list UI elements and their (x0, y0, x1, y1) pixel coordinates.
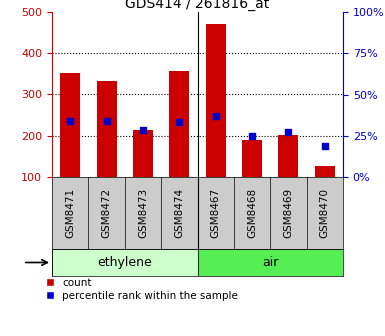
Text: GSM8467: GSM8467 (211, 188, 221, 238)
Text: GSM8472: GSM8472 (102, 188, 112, 238)
Point (322, 143, 328, 149)
Text: GSM8473: GSM8473 (138, 188, 148, 238)
Text: air: air (262, 256, 278, 269)
Text: GSM8468: GSM8468 (247, 188, 257, 238)
Text: GSM8470: GSM8470 (320, 188, 330, 238)
Point (285, 129, 291, 134)
Bar (60, 73, 80, 177)
Bar (133, 130, 153, 177)
Title: GDS414 / 261816_at: GDS414 / 261816_at (126, 0, 270, 11)
Text: GSM8471: GSM8471 (65, 188, 75, 238)
Text: GSM8474: GSM8474 (174, 188, 184, 238)
Text: ethylene: ethylene (97, 256, 152, 269)
Point (176, 120, 182, 125)
Point (67, 119, 73, 124)
Text: GSM8469: GSM8469 (283, 188, 293, 238)
FancyBboxPatch shape (52, 249, 198, 276)
Bar (315, 166, 335, 177)
Bar (278, 134, 298, 177)
Legend: count, percentile rank within the sample: count, percentile rank within the sample (46, 278, 238, 301)
Bar (206, 24, 226, 177)
Point (104, 119, 110, 124)
Point (213, 113, 219, 119)
Point (140, 127, 146, 132)
FancyBboxPatch shape (198, 249, 343, 276)
Bar (169, 71, 189, 177)
Point (249, 133, 255, 138)
Bar (242, 140, 262, 177)
Bar (97, 81, 117, 177)
